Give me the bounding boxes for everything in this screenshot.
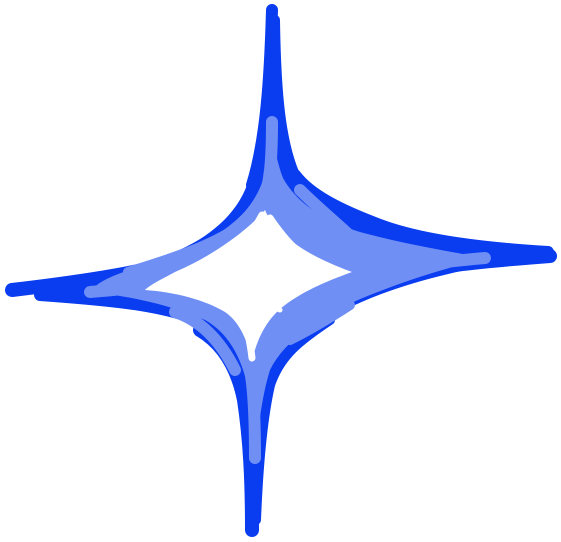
inner-scribbles [156,211,334,362]
star-inner-core [145,210,352,362]
